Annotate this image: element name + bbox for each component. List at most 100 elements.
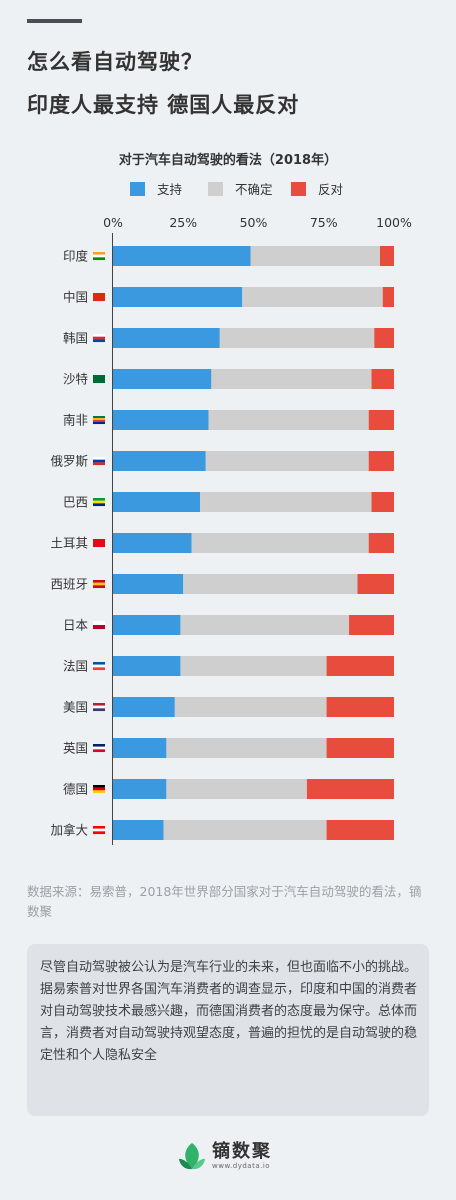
flag-icon: [93, 744, 105, 753]
flag-stripe: [93, 790, 105, 794]
bar-segment: [211, 369, 372, 389]
flag-stripe: [93, 785, 105, 788]
flag-stripe: [93, 503, 105, 507]
bar-segment: [208, 410, 369, 430]
bar-segment: [191, 533, 369, 553]
x-tick-label: 25%: [169, 215, 197, 230]
page-subtitle: 印度人最支持 德国人最反对: [27, 93, 300, 117]
bar-segment: [180, 615, 350, 635]
flag-stripe: [93, 459, 105, 463]
flag-stripe: [93, 585, 105, 589]
category-label: 韩国: [63, 331, 88, 346]
category-label: 俄罗斯: [50, 454, 88, 469]
legend-item-support: 支持: [130, 179, 182, 198]
flag-stripe: [93, 339, 105, 343]
flag-icon: [93, 785, 105, 794]
description-box: 尽管自动驾驶被公认为是汽车行业的未来，但也面临不小的挑战。据易索普对世界各国汽车…: [27, 944, 429, 1116]
bar-segment: [349, 615, 394, 635]
flag-icon: [93, 580, 105, 589]
flag-stripe: [93, 705, 105, 709]
data-source: 数据来源：易索普，2018年世界部分国家对于汽车自动驾驶的看法，镝数聚: [27, 884, 422, 919]
flag-stripe: [93, 422, 105, 425]
category-label: 日本: [63, 618, 89, 633]
legend-item-oppose: 反对: [291, 179, 343, 198]
category-label: 加拿大: [50, 823, 88, 838]
bar-segment: [371, 492, 394, 512]
flag-stripe: [93, 703, 105, 706]
bar-segment: [326, 656, 394, 676]
bar-segment: [113, 779, 167, 799]
bar-segment: [326, 697, 394, 717]
bar-segment: [371, 369, 394, 389]
flag-icon: [93, 703, 105, 712]
flag-stripe: [93, 667, 105, 671]
flag-stripe: [93, 664, 105, 668]
flag-stripe: [93, 500, 105, 504]
category-label: 沙特: [63, 372, 88, 387]
legend-label-uncertain: 不确定: [235, 182, 273, 197]
bar-segment: [113, 451, 206, 471]
category-label: 德国: [63, 782, 88, 797]
bar-segment: [205, 451, 369, 471]
flag-stripe: [93, 746, 105, 750]
x-tick-label: 50%: [240, 215, 268, 230]
chart-title: 对于汽车自动驾驶的看法（2018年）: [118, 153, 338, 168]
flag-icon: [93, 293, 105, 302]
bar-segment: [382, 287, 394, 307]
bar-segment: [113, 492, 201, 512]
flag-icon: [93, 416, 105, 425]
bar-segment: [219, 328, 375, 348]
flag-stripe: [93, 826, 105, 829]
legend-label-support: 支持: [157, 182, 183, 197]
flag-stripe: [93, 498, 105, 501]
x-tick-label: 100%: [376, 215, 412, 230]
page-title: 怎么看自动驾驶？: [27, 50, 203, 74]
flag-stripe: [93, 539, 105, 548]
bar-segment: [113, 697, 175, 717]
flag-stripe: [93, 828, 105, 832]
bar-segment: [113, 574, 184, 594]
flag-icon: [93, 334, 105, 343]
flag-stripe: [93, 418, 105, 421]
x-tick-label: 75%: [310, 215, 338, 230]
brand-url: www.dydata.io: [212, 1162, 271, 1170]
flag-stripe: [93, 582, 105, 586]
flag-stripe: [93, 375, 105, 384]
flag-icon: [93, 252, 105, 261]
bar-segment: [368, 451, 394, 471]
bar-segment: [113, 369, 212, 389]
flag-icon: [93, 375, 105, 384]
bar-segment: [368, 410, 394, 430]
bar-segment: [174, 697, 327, 717]
accent-bar: [27, 19, 82, 23]
legend-swatch-oppose: [291, 181, 306, 196]
category-label: 南非: [63, 413, 88, 428]
flag-icon: [93, 539, 105, 548]
category-label: 印度: [63, 249, 89, 264]
flag-stripe: [93, 625, 105, 630]
bar-segment: [113, 615, 181, 635]
bar-segment: [113, 328, 220, 348]
category-label: 美国: [63, 700, 88, 715]
flag-stripe: [93, 252, 105, 255]
x-tick-label: 0%: [103, 215, 123, 230]
bar-segment: [374, 328, 394, 348]
flag-stripe: [93, 457, 105, 460]
flag-icon: [93, 457, 105, 466]
bar-segment: [113, 656, 181, 676]
flag-stripe: [93, 580, 105, 583]
bar-segment: [379, 246, 394, 266]
leaf-logo-icon: [179, 1143, 205, 1170]
flag-stripe: [93, 254, 105, 258]
flag-stripe: [93, 662, 105, 665]
bar-segment: [113, 287, 243, 307]
flag-stripe: [93, 708, 105, 712]
bar-segment: [180, 656, 327, 676]
legend-swatch-support: [130, 181, 145, 196]
flag-stripe: [93, 293, 105, 302]
legend-swatch-uncertain: [208, 181, 223, 196]
category-label: 中国: [63, 290, 88, 305]
category-label: 西班牙: [50, 577, 88, 592]
legend-label-oppose: 反对: [318, 182, 344, 197]
flag-stripe: [93, 621, 105, 626]
